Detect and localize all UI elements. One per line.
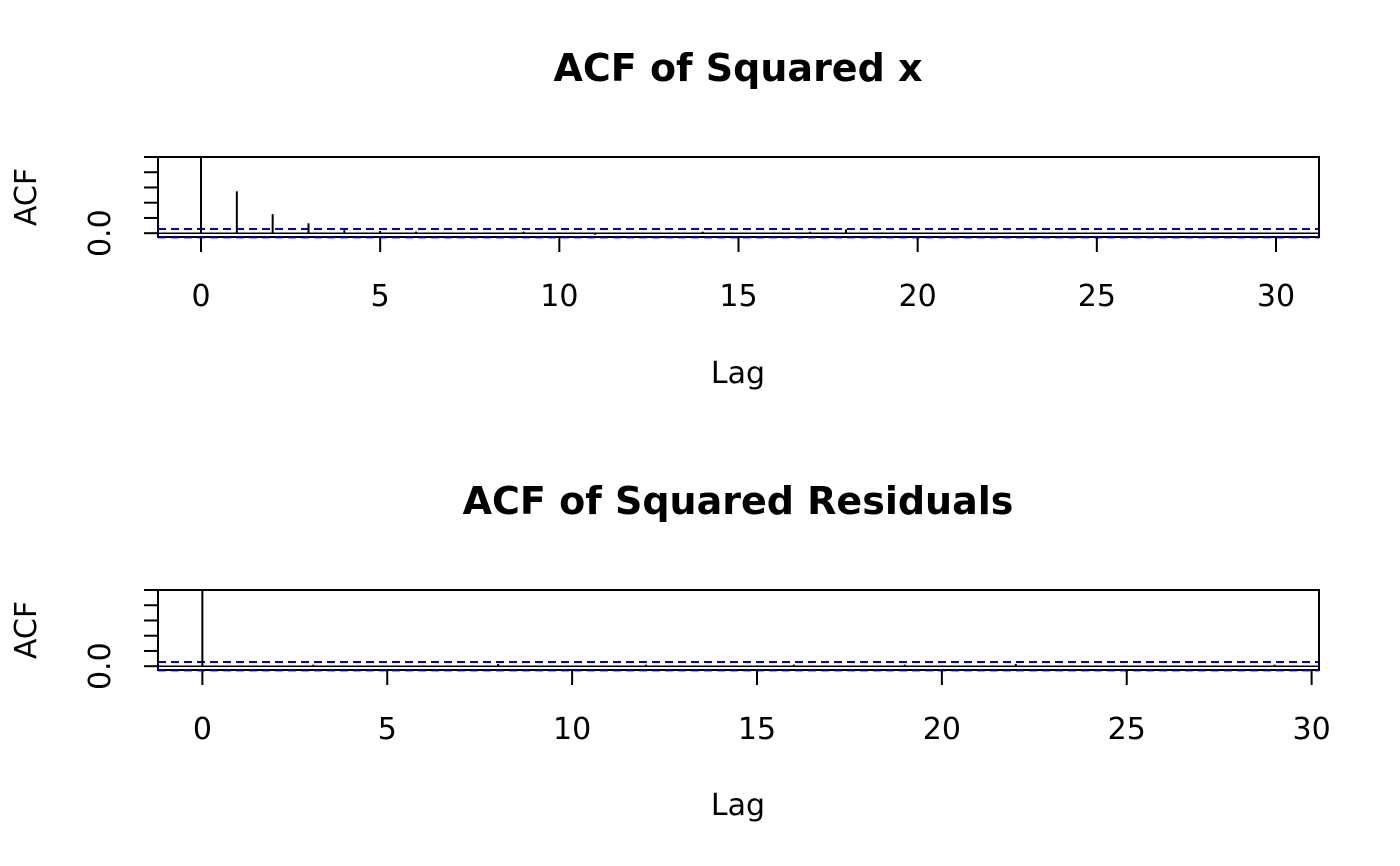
x-tick-label-25: 25	[1108, 712, 1146, 747]
y-axis-label-1: ACF	[9, 168, 44, 226]
x-tick-label-10: 10	[540, 279, 578, 314]
x-tick-label-15: 15	[738, 712, 776, 747]
x-tick-label-5: 5	[371, 279, 390, 314]
x-axis-label-2: Lag	[711, 788, 765, 823]
plot-area-2: 0 5 10 15 20 25 30 0.0	[83, 589, 1331, 747]
x-tick-label-5: 5	[378, 712, 397, 747]
y-tick-label-0: 0.0	[83, 642, 118, 690]
acf-panel-2: ACF of Squared Residuals ACF Lag 0 5 10 15 2…	[9, 479, 1331, 823]
x-tick-label-25: 25	[1078, 279, 1116, 314]
x-tick-label-10: 10	[553, 712, 591, 747]
acf-panel-1: ACF of Squared x ACF Lag 0 5 10 15 20 25 30 0.0	[9, 46, 1320, 391]
chart-title-1: ACF of Squared x	[553, 46, 922, 90]
y-tick-label-0: 0.0	[83, 209, 118, 257]
x-axis-label-1: Lag	[711, 356, 765, 391]
plot-area-1: 0 5 10 15 20 25 30 0.0	[83, 156, 1320, 314]
x-tick-label-0: 0	[191, 279, 210, 314]
x-tick-label-20: 20	[899, 279, 937, 314]
x-tick-label-15: 15	[719, 279, 757, 314]
x-tick-label-0: 0	[193, 712, 212, 747]
x-tick-label-30: 30	[1293, 712, 1331, 747]
y-axis-label-2: ACF	[9, 601, 44, 659]
plot-frame	[157, 589, 1320, 671]
plot-frame	[157, 156, 1320, 238]
x-tick-label-30: 30	[1257, 279, 1295, 314]
x-tick-label-20: 20	[923, 712, 961, 747]
chart-title-2: ACF of Squared Residuals	[463, 479, 1014, 523]
